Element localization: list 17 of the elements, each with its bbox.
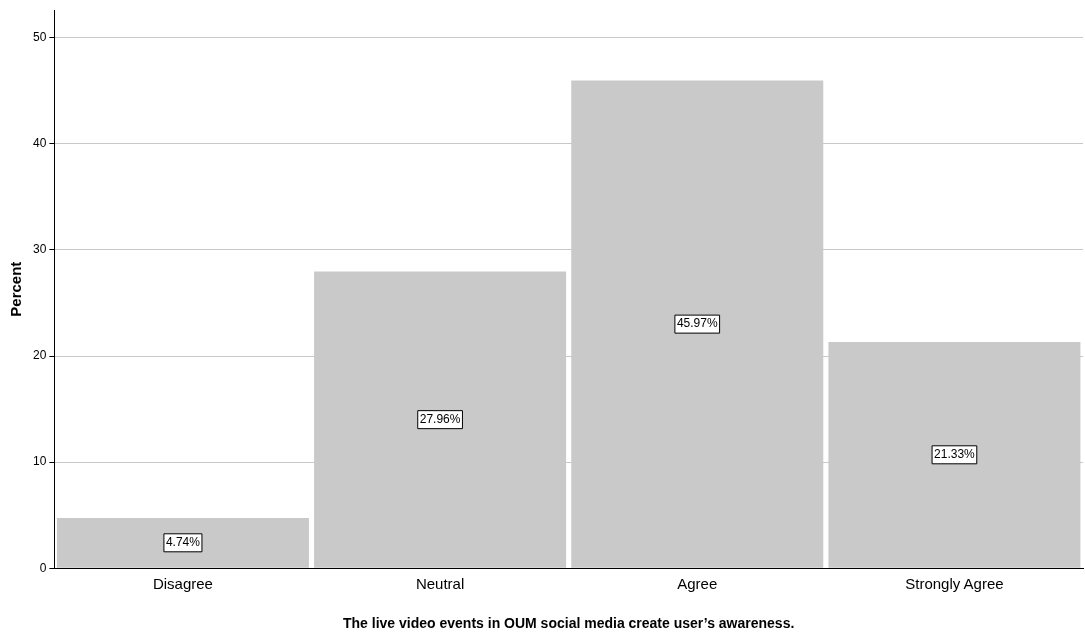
data-label: 21.33% <box>934 447 976 462</box>
x-tick-label: Disagree <box>152 575 213 593</box>
y-axis-title: Percent <box>7 261 25 317</box>
y-tick-label: 50 <box>32 30 47 45</box>
y-tick-label: 20 <box>32 348 47 363</box>
x-tick-label: Neutral <box>415 575 465 593</box>
data-label: 4.74% <box>165 535 201 550</box>
y-tick-label: 30 <box>32 242 47 257</box>
y-tick-label: 0 <box>39 560 47 575</box>
x-tick-label: Agree <box>677 575 718 593</box>
data-label: 27.96% <box>419 411 461 426</box>
x-tick-label: Strongly Agree <box>905 575 1004 593</box>
bar <box>56 517 309 568</box>
y-tick-label: 10 <box>32 454 47 469</box>
y-tick-label: 40 <box>32 136 47 151</box>
data-label: 45.97% <box>676 316 718 331</box>
x-axis-title: The live video events in OUM social media create user’s awareness. <box>343 615 795 632</box>
